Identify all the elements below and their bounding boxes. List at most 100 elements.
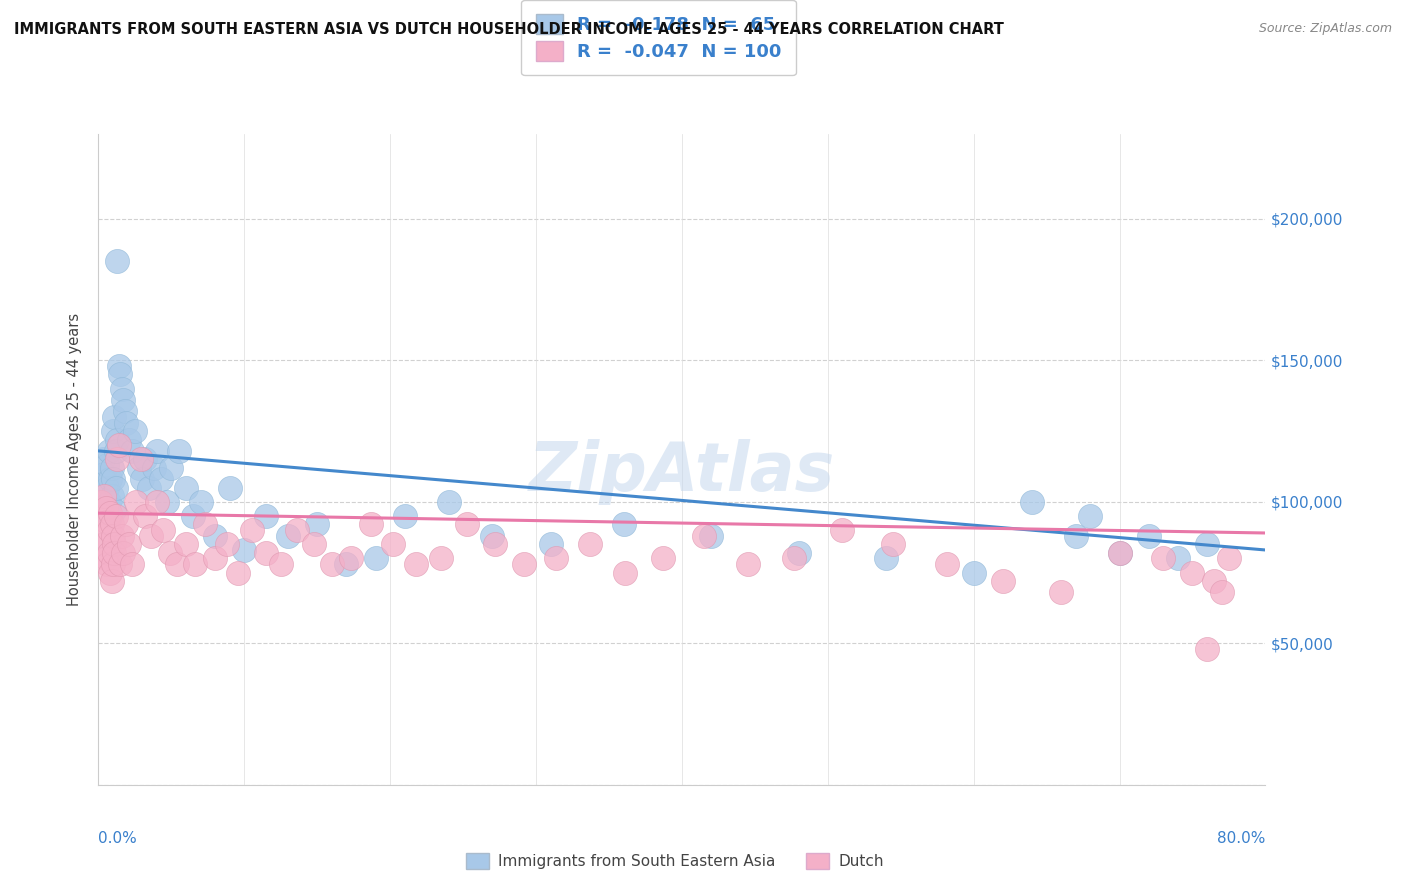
Point — [936, 557, 959, 571]
Point — [134, 508, 156, 523]
Point — [156, 495, 179, 509]
Point — [991, 574, 1014, 588]
Point — [321, 557, 343, 571]
Point — [96, 458, 118, 472]
Point — [129, 452, 152, 467]
Point — [108, 438, 131, 452]
Point — [174, 537, 197, 551]
Point — [98, 506, 121, 520]
Point — [233, 543, 256, 558]
Point — [105, 433, 128, 447]
Point — [882, 537, 904, 551]
Point — [112, 546, 135, 560]
Point — [98, 472, 121, 486]
Point — [98, 508, 121, 523]
Point — [304, 537, 326, 551]
Point — [97, 523, 120, 537]
Point — [787, 546, 810, 560]
Point — [150, 472, 173, 486]
Text: 80.0%: 80.0% — [1218, 830, 1265, 846]
Point — [101, 529, 124, 543]
Point — [93, 467, 115, 481]
Point — [93, 489, 115, 503]
Point — [481, 529, 503, 543]
Point — [456, 517, 478, 532]
Point — [121, 557, 143, 571]
Point — [382, 537, 405, 551]
Point — [128, 461, 150, 475]
Point — [307, 517, 329, 532]
Point — [277, 529, 299, 543]
Text: ZipAtlas: ZipAtlas — [529, 440, 835, 506]
Point — [540, 537, 562, 551]
Point — [612, 517, 634, 532]
Point — [240, 523, 263, 537]
Point — [146, 495, 169, 509]
Point — [1064, 529, 1087, 543]
Point — [513, 557, 536, 571]
Point — [103, 409, 125, 424]
Point — [204, 551, 226, 566]
Point — [1195, 537, 1218, 551]
Point — [228, 566, 250, 580]
Point — [1167, 551, 1189, 566]
Point — [614, 566, 637, 580]
Point — [105, 452, 128, 467]
Point — [546, 551, 568, 566]
Point — [93, 537, 115, 551]
Point — [124, 424, 146, 438]
Point — [1195, 642, 1218, 657]
Point — [652, 551, 675, 566]
Point — [97, 443, 120, 458]
Text: 0.0%: 0.0% — [98, 830, 138, 846]
Point — [270, 557, 292, 571]
Point — [115, 416, 138, 430]
Y-axis label: Householder Income Ages 25 - 44 years: Householder Income Ages 25 - 44 years — [67, 313, 83, 606]
Point — [94, 475, 117, 489]
Point — [215, 537, 238, 551]
Point — [96, 557, 118, 571]
Point — [167, 443, 190, 458]
Point — [693, 529, 716, 543]
Point — [254, 546, 277, 560]
Point — [1108, 546, 1130, 560]
Text: Source: ZipAtlas.com: Source: ZipAtlas.com — [1258, 22, 1392, 36]
Point — [339, 551, 361, 566]
Point — [94, 551, 117, 566]
Point — [115, 517, 138, 532]
Point — [104, 481, 127, 495]
Point — [737, 557, 759, 571]
Point — [110, 368, 132, 382]
Point — [437, 495, 460, 509]
Point — [1050, 585, 1073, 599]
Point — [118, 537, 141, 551]
Point — [100, 489, 122, 503]
Point — [190, 495, 212, 509]
Point — [1211, 585, 1233, 599]
Point — [118, 433, 141, 447]
Point — [875, 551, 897, 566]
Point — [1152, 551, 1174, 566]
Point — [100, 517, 122, 532]
Point — [104, 508, 127, 523]
Point — [1218, 551, 1240, 566]
Point — [111, 529, 134, 543]
Legend: Immigrants from South Eastern Asia, Dutch: Immigrants from South Eastern Asia, Dutc… — [460, 847, 890, 875]
Point — [100, 461, 122, 475]
Point — [96, 515, 118, 529]
Point — [139, 529, 162, 543]
Point — [360, 517, 382, 532]
Point — [700, 529, 723, 543]
Point — [134, 452, 156, 467]
Point — [254, 508, 277, 523]
Point — [131, 472, 153, 486]
Point — [91, 529, 114, 543]
Point — [91, 452, 114, 467]
Point — [108, 359, 131, 373]
Point — [160, 461, 183, 475]
Point — [1021, 495, 1043, 509]
Point — [105, 254, 128, 268]
Point — [142, 461, 165, 475]
Point — [183, 557, 205, 571]
Point — [90, 495, 112, 509]
